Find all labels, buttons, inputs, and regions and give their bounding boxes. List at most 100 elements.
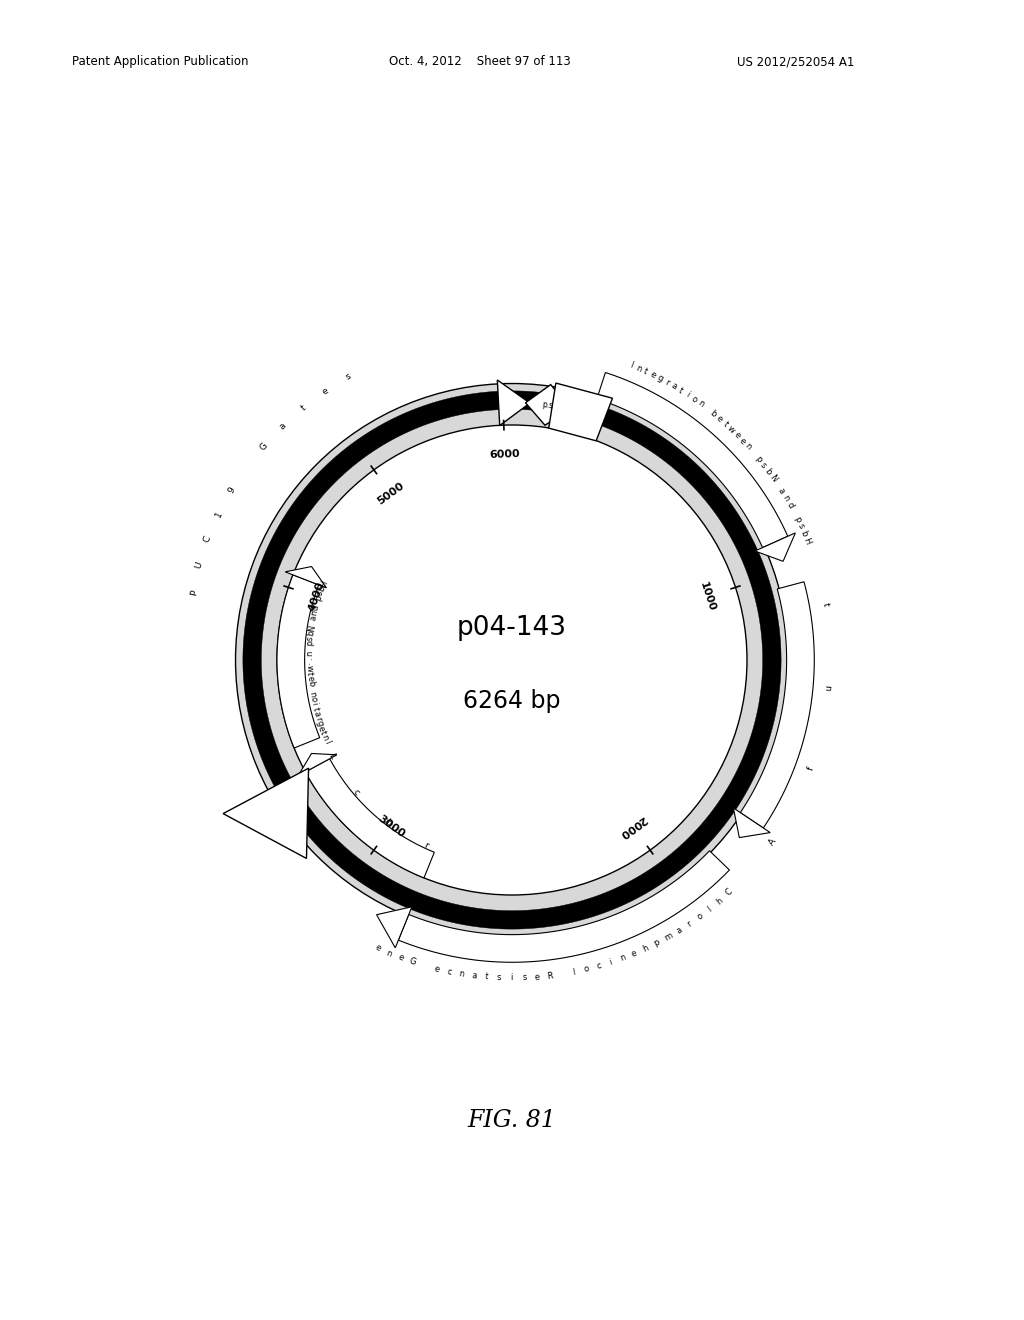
Text: e: e [305, 676, 314, 682]
Text: b: b [799, 529, 809, 537]
Text: g: g [314, 719, 325, 727]
Text: a: a [776, 487, 786, 496]
Text: t: t [820, 602, 829, 607]
Text: t: t [677, 385, 685, 395]
Text: a: a [308, 615, 318, 622]
Text: n: n [458, 969, 465, 979]
Text: b: b [306, 681, 315, 686]
Polygon shape [305, 759, 434, 878]
Text: b: b [709, 409, 718, 418]
Text: l: l [572, 968, 577, 977]
Text: s: s [315, 590, 326, 597]
Text: e: e [321, 385, 330, 396]
Text: o: o [308, 696, 317, 702]
Text: 9: 9 [226, 486, 238, 495]
Text: t: t [305, 672, 314, 676]
Text: b: b [317, 585, 328, 593]
Text: t: t [484, 973, 488, 982]
Text: p.s: p.s [542, 400, 554, 411]
Text: FIG. 81: FIG. 81 [468, 1109, 556, 1133]
Text: r: r [422, 841, 429, 850]
Text: i: i [684, 391, 691, 399]
Text: o: o [689, 395, 698, 404]
Text: t: t [721, 420, 729, 429]
Polygon shape [298, 754, 337, 776]
Text: p: p [313, 594, 324, 602]
Text: t: t [642, 367, 649, 376]
Text: w: w [305, 665, 314, 672]
Text: I: I [323, 739, 332, 746]
Text: n: n [695, 399, 706, 409]
Text: t: t [310, 706, 319, 711]
Text: Patent Application Publication: Patent Application Publication [72, 55, 248, 69]
Text: a: a [670, 381, 679, 392]
Text: b: b [306, 630, 315, 636]
Text: b: b [763, 466, 773, 477]
Text: R: R [546, 972, 553, 981]
Text: n: n [309, 610, 319, 616]
Text: h: h [715, 896, 724, 906]
Text: m: m [663, 931, 674, 942]
Text: c: c [595, 961, 602, 972]
Text: c: c [351, 788, 361, 797]
Text: N: N [307, 624, 316, 632]
Text: a: a [675, 925, 683, 936]
Text: o: o [695, 911, 705, 921]
Text: e: e [396, 953, 404, 964]
Text: e: e [715, 413, 724, 424]
Polygon shape [377, 907, 412, 948]
Text: H: H [802, 536, 812, 545]
Text: .: . [305, 663, 313, 665]
Text: US 2012/252054 A1: US 2012/252054 A1 [737, 55, 855, 69]
Text: I: I [629, 360, 634, 370]
Text: r: r [664, 378, 671, 387]
Text: .: . [305, 657, 313, 660]
Text: d: d [784, 500, 795, 510]
Text: n: n [742, 442, 753, 451]
Text: e: e [630, 948, 638, 958]
Text: A: A [767, 837, 778, 847]
Text: n: n [780, 494, 791, 503]
Text: n: n [307, 690, 317, 697]
Text: n: n [305, 651, 314, 656]
Text: L: L [327, 751, 337, 760]
Text: C: C [203, 535, 213, 544]
Text: e: e [374, 942, 382, 953]
Text: o: o [583, 964, 590, 974]
Text: 6264 bp: 6264 bp [463, 689, 561, 714]
Text: 5000: 5000 [376, 480, 407, 507]
Text: i: i [510, 973, 513, 982]
Text: s: s [796, 523, 806, 531]
Text: n: n [319, 734, 330, 742]
Text: 4000: 4000 [307, 581, 326, 612]
Text: N: N [767, 473, 778, 483]
Polygon shape [243, 391, 781, 929]
Text: p: p [753, 454, 764, 463]
Text: G: G [259, 441, 270, 451]
Text: 3000: 3000 [376, 813, 407, 840]
Text: n: n [634, 363, 643, 374]
Polygon shape [286, 566, 327, 587]
Polygon shape [525, 384, 570, 425]
Text: t: t [318, 730, 328, 737]
Polygon shape [398, 851, 729, 962]
Polygon shape [236, 384, 788, 936]
Polygon shape [498, 380, 530, 425]
Text: t: t [299, 404, 308, 413]
Text: i: i [608, 957, 613, 968]
Text: u: u [824, 685, 834, 690]
Text: p: p [652, 937, 662, 948]
Text: C: C [724, 887, 734, 898]
Polygon shape [740, 582, 814, 828]
Text: e: e [737, 436, 748, 446]
Text: p: p [792, 515, 802, 524]
Text: r: r [313, 715, 323, 722]
Polygon shape [597, 372, 787, 548]
Text: w: w [726, 424, 736, 436]
Polygon shape [278, 576, 319, 748]
Text: U: U [194, 561, 204, 570]
Text: n: n [618, 953, 627, 964]
Text: e: e [732, 430, 741, 440]
Text: Oct. 4, 2012    Sheet 97 of 113: Oct. 4, 2012 Sheet 97 of 113 [389, 55, 570, 69]
Text: l: l [707, 904, 714, 913]
